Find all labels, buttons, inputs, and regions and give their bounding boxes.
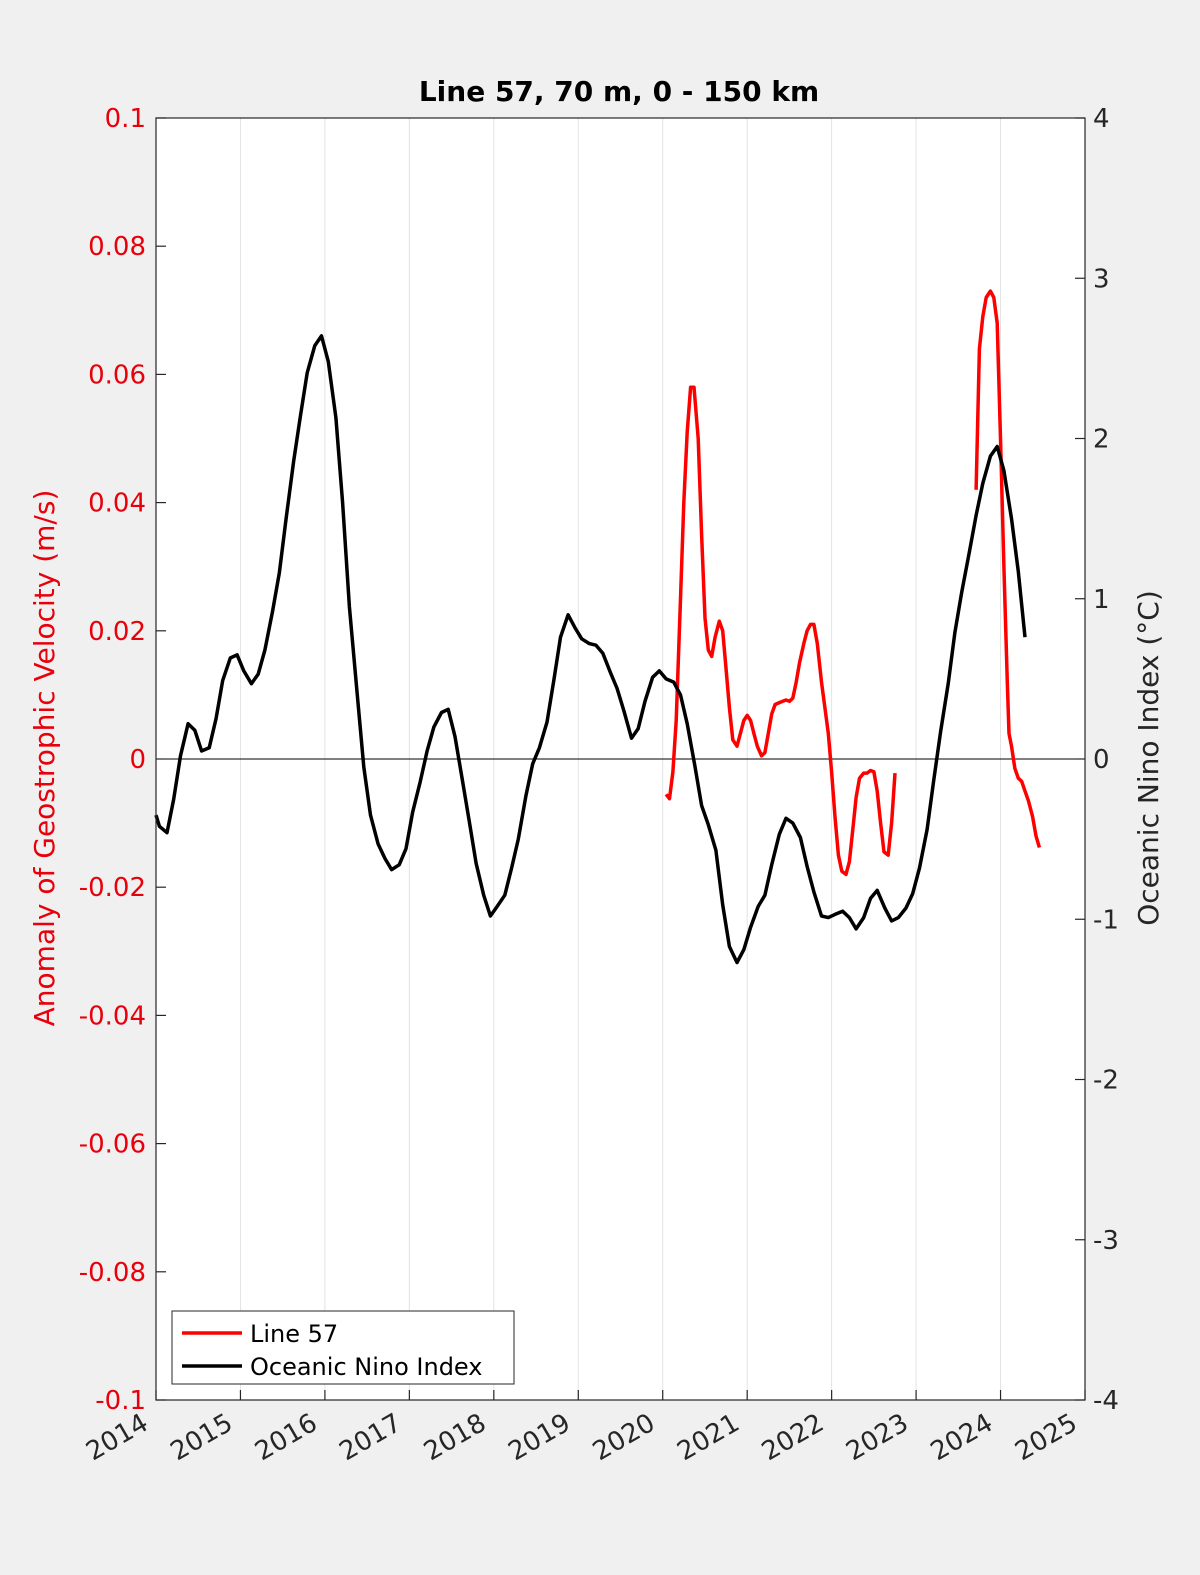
y-left-tick-label-9: 0.08 (88, 232, 146, 262)
y-left-tick-label-0: -0.1 (95, 1386, 146, 1416)
series-line-oceanic-nino-index-0 (154, 334, 1027, 965)
y-left-tick-label-1: -0.08 (79, 1258, 146, 1288)
y-right-tick-label-2: -2 (1093, 1066, 1119, 1096)
y-left-tick-label-3: -0.04 (79, 1001, 146, 1031)
legend-label-line-57: Line 57 (250, 1320, 338, 1348)
y-axis-left-label: Anomaly of Geostrophic Velocity (m/s) (28, 490, 61, 1027)
series-layer (154, 289, 1042, 965)
legend: Line 57 Oceanic Nino Index (171, 1310, 515, 1385)
legend-label-oceanic-nino-index: Oceanic Nino Index (250, 1353, 482, 1381)
y-right-tick-label-5: 1 (1093, 585, 1110, 615)
y-left-tick-label-4: -0.02 (79, 873, 146, 903)
y-right-tick-label-8: 4 (1093, 104, 1110, 134)
series-line-line-57-0 (664, 385, 897, 877)
y-left-tick-label-10: 0.1 (105, 104, 146, 134)
series-line-line-57-1 (974, 289, 1042, 848)
y-left-tick-label-7: 0.04 (88, 489, 146, 519)
y-right-tick-label-6: 2 (1093, 425, 1110, 455)
y-right-tick-label-3: -1 (1093, 905, 1119, 935)
y-axis-right-label: Oceanic Nino Index (°C) (1132, 590, 1165, 926)
y-left-tick-label-8: 0.06 (88, 360, 146, 390)
y-left-tick-label-2: -0.06 (79, 1130, 146, 1160)
y-left-tick-label-5: 0 (129, 745, 146, 775)
y-axis-left: -0.1 -0.08 -0.06 -0.04 -0.02 0 0.02 0.04 0.06 0.0… (79, 104, 166, 1416)
y-left-tick-label-6: 0.02 (88, 617, 146, 647)
y-right-tick-label-1: -3 (1093, 1226, 1119, 1256)
y-axis-right: -4 -3 -2 -1 0 1 2 3 4 (1075, 104, 1119, 1416)
y-right-tick-label-0: -4 (1093, 1386, 1119, 1416)
chart-title: Line 57, 70 m, 0 - 150 km (419, 75, 819, 108)
y-right-tick-label-4: 0 (1093, 745, 1110, 775)
y-right-tick-label-7: 3 (1093, 264, 1110, 294)
legend-box (171, 1310, 515, 1385)
